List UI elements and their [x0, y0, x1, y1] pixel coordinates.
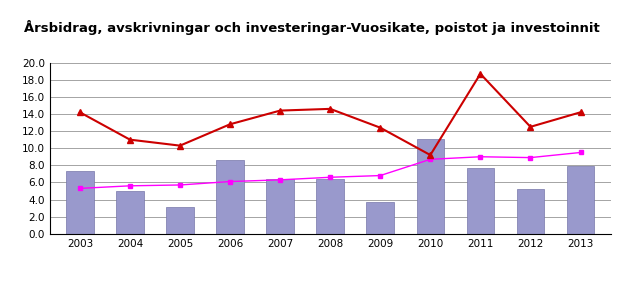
Bar — [216, 160, 244, 234]
Bar — [567, 166, 594, 234]
Bar — [66, 171, 93, 234]
Bar — [116, 191, 144, 234]
Bar — [417, 139, 444, 234]
Bar — [366, 202, 394, 234]
Bar — [267, 179, 294, 234]
Bar — [166, 207, 194, 234]
Bar — [467, 168, 494, 234]
Bar — [516, 189, 545, 234]
Bar — [316, 179, 344, 234]
Text: Årsbidrag, avskrivningar och investeringar-Vuosikate, poistot ja investoinnit: Årsbidrag, avskrivningar och investering… — [24, 20, 599, 35]
